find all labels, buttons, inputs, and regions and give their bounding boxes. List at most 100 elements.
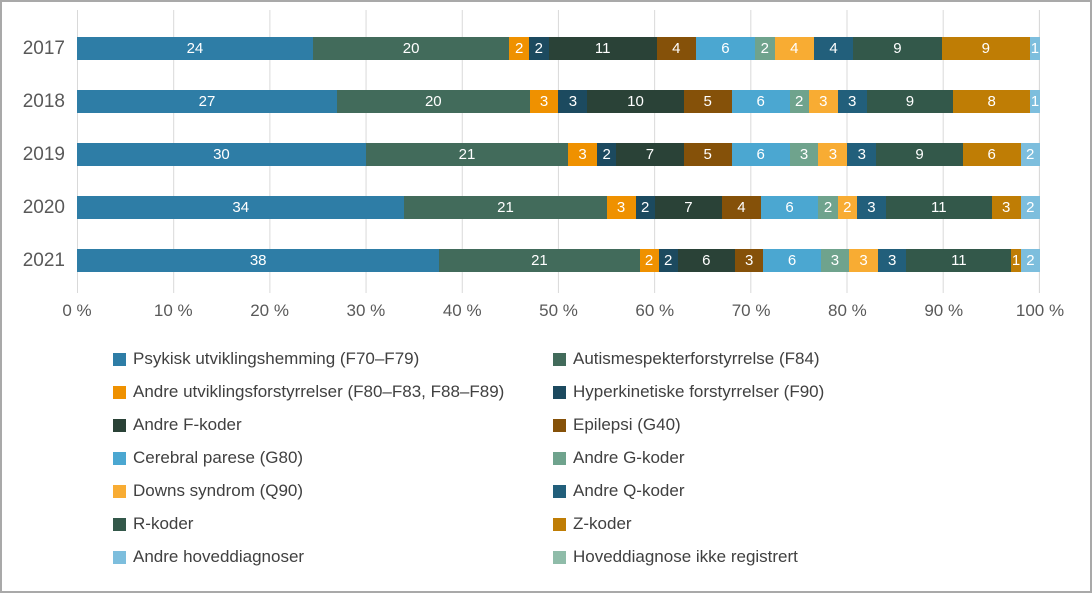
bar-segment: 3 <box>820 249 850 272</box>
bar-segment: 3 <box>847 143 877 166</box>
legend-label: Hoveddiagnose ikke registrert <box>573 547 798 566</box>
legend-label: Cerebral parese (G80) <box>133 448 304 467</box>
legend-item: Hyperkinetiske forstyrrelser (F90) <box>553 382 1050 402</box>
bar-segment: 9 <box>941 37 1031 60</box>
bar-segment: 21 <box>439 249 640 272</box>
plot-area: 2017 24 20 2 2 11 4 6 2 4 4 9 9 1 2018 27 20 3 3 10 5 6 2 3 3 9 8 1… <box>2 10 1090 293</box>
bar-segment: 21 <box>365 143 569 166</box>
bar-segment: 2 <box>818 196 838 219</box>
bar-segment: 3 <box>837 90 867 113</box>
bar-track: 38 21 2 2 6 3 6 3 3 3 11 1 2 <box>77 249 1040 272</box>
year-label: 2020 <box>22 196 65 218</box>
legend-item: Z-koder <box>553 514 1050 534</box>
bar-segment: 9 <box>876 143 963 166</box>
bar-row: 2019 30 21 3 2 7 5 6 3 3 3 9 6 2 <box>2 128 1090 181</box>
bar-segment: 2 <box>528 37 549 60</box>
legend-label: Psykisk utviklingshemming (F70–F79) <box>133 349 420 368</box>
legend-label: Downs syndrom (Q90) <box>133 481 304 500</box>
bar-segment: 4 <box>656 37 696 60</box>
bar-segment: 1 <box>1030 37 1040 60</box>
bar-segment: 38 <box>77 249 440 272</box>
x-axis-tick-label: 90 % <box>924 301 964 320</box>
bar-segment: 9 <box>866 90 954 113</box>
legend-label: Andre utviklingsforstyrrelser (F80–F83, … <box>133 382 505 401</box>
legend-swatch-icon <box>553 550 566 564</box>
legend-label: Autismespekterforstyrrelse (F84) <box>573 349 820 368</box>
bar-segment: 2 <box>658 249 678 272</box>
legend-swatch-icon <box>553 385 566 399</box>
legend-item: Psykisk utviklingshemming (F70–F79) <box>113 349 553 369</box>
year-label: 2018 <box>22 90 65 112</box>
bar-segment: 3 <box>789 143 819 166</box>
legend-swatch-icon <box>113 418 126 432</box>
bar-segment: 20 <box>312 37 510 60</box>
bar-segment: 4 <box>722 196 761 219</box>
bar-segment: 6 <box>731 90 790 113</box>
bar-segment: 21 <box>404 196 607 219</box>
legend-item: Autismespekterforstyrrelse (F84) <box>553 349 1050 369</box>
x-axis-tick-label: 10 % <box>153 301 193 320</box>
bar-segment: 3 <box>529 90 559 113</box>
bar-segment: 6 <box>763 249 821 272</box>
bar-segment: 2 <box>1020 143 1040 166</box>
legend-item: Downs syndrom (Q90) <box>113 481 553 501</box>
x-axis-tick-label: 60 % <box>635 301 675 320</box>
legend: Psykisk utviklingshemming (F70–F79) Autis… <box>113 349 1050 567</box>
bar-segment: 3 <box>606 196 636 219</box>
bar-row: 2020 34 21 3 2 7 4 6 2 2 3 11 3 2 <box>2 181 1090 234</box>
bar-segment: 3 <box>877 249 907 272</box>
bar-segment: 6 <box>696 37 755 60</box>
bar-segment: 6 <box>962 143 1021 166</box>
bar-segment: 2 <box>509 37 529 60</box>
legend-label: Andre G-koder <box>573 448 685 467</box>
legend-swatch-icon <box>113 451 126 465</box>
bar-segment: 6 <box>677 249 735 272</box>
bar-track: 27 20 3 3 10 5 6 2 3 3 9 8 1 <box>77 90 1040 113</box>
bar-segment: 2 <box>1020 196 1040 219</box>
legend-item: Andre hoveddiagnoser <box>113 547 553 567</box>
bar-segment: 3 <box>558 90 588 113</box>
bar-segment: 3 <box>849 249 878 272</box>
bar-track: 24 20 2 2 11 4 6 2 4 4 9 9 1 <box>77 37 1040 60</box>
bar-segment: 3 <box>818 143 848 166</box>
bar-segment: 11 <box>548 37 657 60</box>
bar-segment: 9 <box>853 37 942 60</box>
bar-segment: 11 <box>906 249 1012 272</box>
bar-segment: 27 <box>77 90 337 113</box>
bar-row: 2021 38 21 2 2 6 3 6 3 3 3 11 1 2 <box>2 234 1090 287</box>
bar-segment: 7 <box>616 143 684 166</box>
bar-segment: 3 <box>734 249 764 272</box>
bar-segment: 20 <box>337 90 530 113</box>
legend-label: R-koder <box>133 514 194 533</box>
bar-segment: 2 <box>837 196 857 219</box>
legend-label: Epilepsi (G40) <box>573 415 681 434</box>
bar-segment: 8 <box>953 90 1031 113</box>
bar-segment: 1 <box>1011 249 1021 272</box>
x-axis-tick-label: 100 % <box>1015 301 1065 320</box>
bar-segment: 2 <box>789 90 809 113</box>
bar-segment: 11 <box>885 196 992 219</box>
legend-item: Andre Q-koder <box>553 481 1050 501</box>
x-axis-tick-label: 80 % <box>828 301 867 320</box>
bar-segment: 3 <box>991 196 1021 219</box>
x-axis-tick-label: 50 % <box>539 301 578 320</box>
x-axis-tick-label: 70 % <box>731 301 771 320</box>
legend-item: Epilepsi (G40) <box>553 415 1050 435</box>
bar-segment: 3 <box>856 196 886 219</box>
bar-segment: 4 <box>813 37 854 60</box>
bar-segment: 5 <box>683 143 732 166</box>
legend-item: Andre F-koder <box>113 415 553 435</box>
bar-segment: 3 <box>808 90 838 113</box>
year-label: 2021 <box>22 249 65 271</box>
legend-swatch-icon <box>113 385 126 399</box>
legend-item: Andre G-koder <box>553 448 1050 468</box>
x-axis-tick-label: 30 % <box>346 301 386 320</box>
x-axis-tick-label: 20 % <box>250 301 289 320</box>
legend-item: Cerebral parese (G80) <box>113 448 553 468</box>
legend-item: R-koder <box>113 514 553 534</box>
plot-rows: 2017 24 20 2 2 11 4 6 2 4 4 9 9 1 2018 27 20 3 3 10 5 6 2 3 3 9 8 1… <box>2 22 1090 287</box>
legend-label: Andre Q-koder <box>573 481 685 500</box>
legend-item: Andre utviklingsforstyrrelser (F80–F83, … <box>113 382 553 402</box>
legend-swatch-icon <box>113 517 126 531</box>
